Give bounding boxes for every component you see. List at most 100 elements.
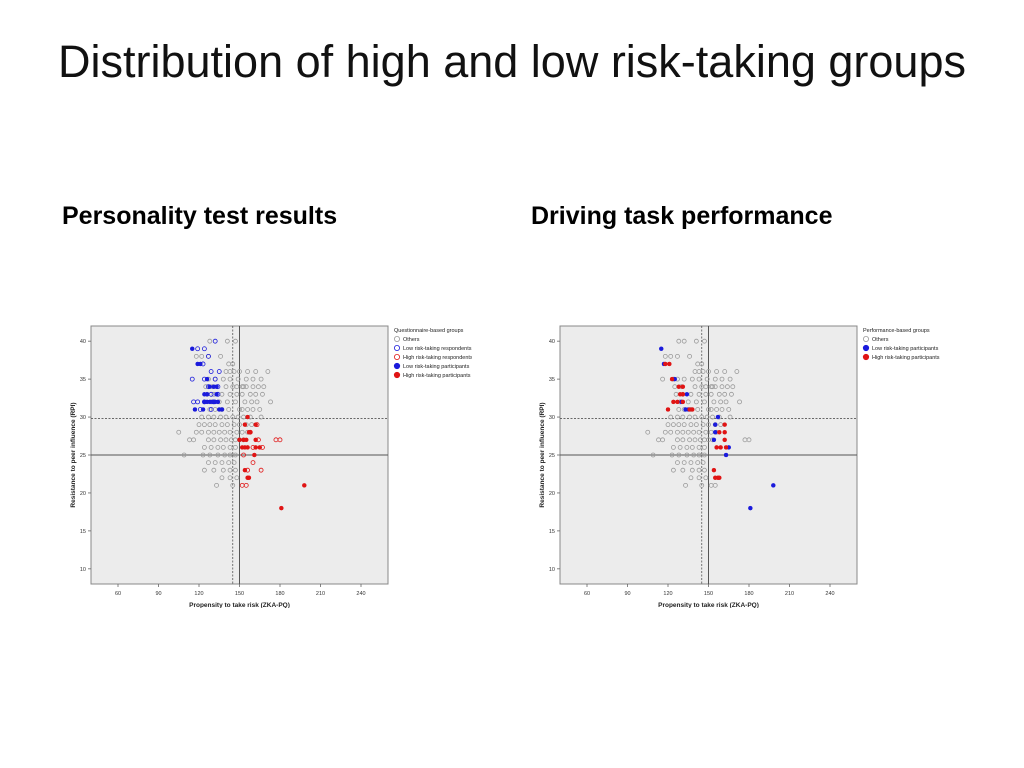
data-point — [680, 437, 686, 443]
data-point — [235, 376, 241, 382]
data-point — [253, 369, 259, 374]
data-point — [675, 399, 680, 405]
data-point — [676, 384, 682, 389]
data-point — [703, 391, 709, 397]
data-point — [708, 391, 714, 397]
data-point — [190, 346, 195, 352]
driving-heading: Driving task performance — [531, 202, 833, 230]
data-point — [723, 452, 729, 458]
x-tick-label: 120 — [663, 591, 672, 597]
data-point — [200, 452, 206, 458]
data-point — [746, 437, 752, 443]
data-point — [689, 445, 695, 450]
legend-label: High risk-taking participants — [403, 373, 471, 379]
data-point — [206, 437, 211, 443]
x-tick-label: 150 — [235, 591, 244, 597]
data-point — [253, 391, 259, 397]
data-point — [689, 376, 695, 382]
data-point — [696, 452, 702, 458]
data-point — [206, 353, 211, 359]
data-point — [687, 437, 693, 443]
data-point — [688, 460, 694, 465]
y-tick-label: 30 — [80, 415, 86, 421]
data-point — [211, 467, 217, 473]
data-point — [207, 422, 213, 428]
data-point — [231, 422, 237, 428]
data-point — [685, 429, 691, 435]
data-point — [216, 429, 222, 435]
data-point — [234, 475, 240, 481]
data-point — [722, 437, 727, 443]
data-point — [227, 391, 233, 397]
data-point — [659, 346, 664, 352]
data-point — [680, 467, 686, 473]
data-point — [181, 452, 187, 458]
data-point — [226, 407, 232, 412]
data-point — [212, 460, 218, 465]
data-point — [713, 429, 718, 435]
data-point — [771, 483, 776, 488]
data-point — [215, 399, 221, 405]
data-point — [237, 369, 242, 374]
data-point — [688, 422, 694, 428]
data-point — [218, 353, 224, 359]
data-point — [665, 407, 671, 412]
y-tick-label: 25 — [80, 453, 86, 459]
data-point — [712, 376, 718, 382]
data-point — [219, 460, 225, 465]
data-point — [193, 353, 199, 359]
y-tick-label: 35 — [80, 377, 86, 383]
data-point — [245, 445, 250, 450]
data-point — [191, 437, 197, 443]
data-point — [688, 475, 694, 481]
data-point — [239, 407, 245, 412]
data-point — [224, 399, 230, 405]
data-point — [702, 445, 707, 450]
data-point — [198, 361, 203, 367]
data-point — [219, 422, 225, 428]
data-point — [670, 422, 676, 428]
data-point — [668, 414, 674, 420]
data-point — [710, 384, 715, 390]
data-point — [717, 475, 722, 481]
data-point — [226, 460, 232, 465]
data-point — [212, 338, 218, 344]
data-point — [670, 445, 676, 450]
data-point — [222, 452, 228, 458]
data-point — [702, 399, 707, 405]
data-point — [224, 338, 230, 344]
data-point — [645, 429, 651, 435]
x-tick-label: 150 — [704, 591, 713, 597]
x-tick-label: 240 — [356, 591, 365, 597]
data-point — [712, 384, 718, 390]
data-point — [687, 353, 693, 359]
data-point — [695, 460, 701, 465]
data-point — [675, 460, 680, 465]
data-point — [212, 422, 218, 428]
data-point — [211, 414, 217, 420]
data-point — [710, 414, 715, 420]
data-point — [207, 407, 213, 412]
data-point — [253, 445, 258, 450]
data-point — [227, 445, 233, 450]
y-tick-label: 10 — [549, 567, 555, 573]
data-point — [718, 445, 723, 450]
data-point — [199, 353, 205, 359]
y-tick-label: 10 — [80, 567, 86, 573]
data-point — [189, 376, 195, 382]
data-point — [223, 414, 229, 420]
data-point — [231, 369, 237, 374]
data-point — [193, 429, 199, 435]
data-point — [702, 467, 707, 473]
legend-label: Others — [872, 337, 889, 343]
x-axis-label: Propensity to take risk (ZKA-PQ) — [658, 602, 759, 608]
data-point — [693, 399, 699, 405]
data-point — [218, 437, 224, 443]
data-point — [692, 384, 698, 390]
data-point — [715, 414, 721, 420]
data-point — [718, 399, 724, 405]
data-point — [722, 369, 728, 374]
data-point — [719, 376, 725, 382]
data-point — [268, 399, 273, 405]
data-point — [211, 429, 217, 435]
